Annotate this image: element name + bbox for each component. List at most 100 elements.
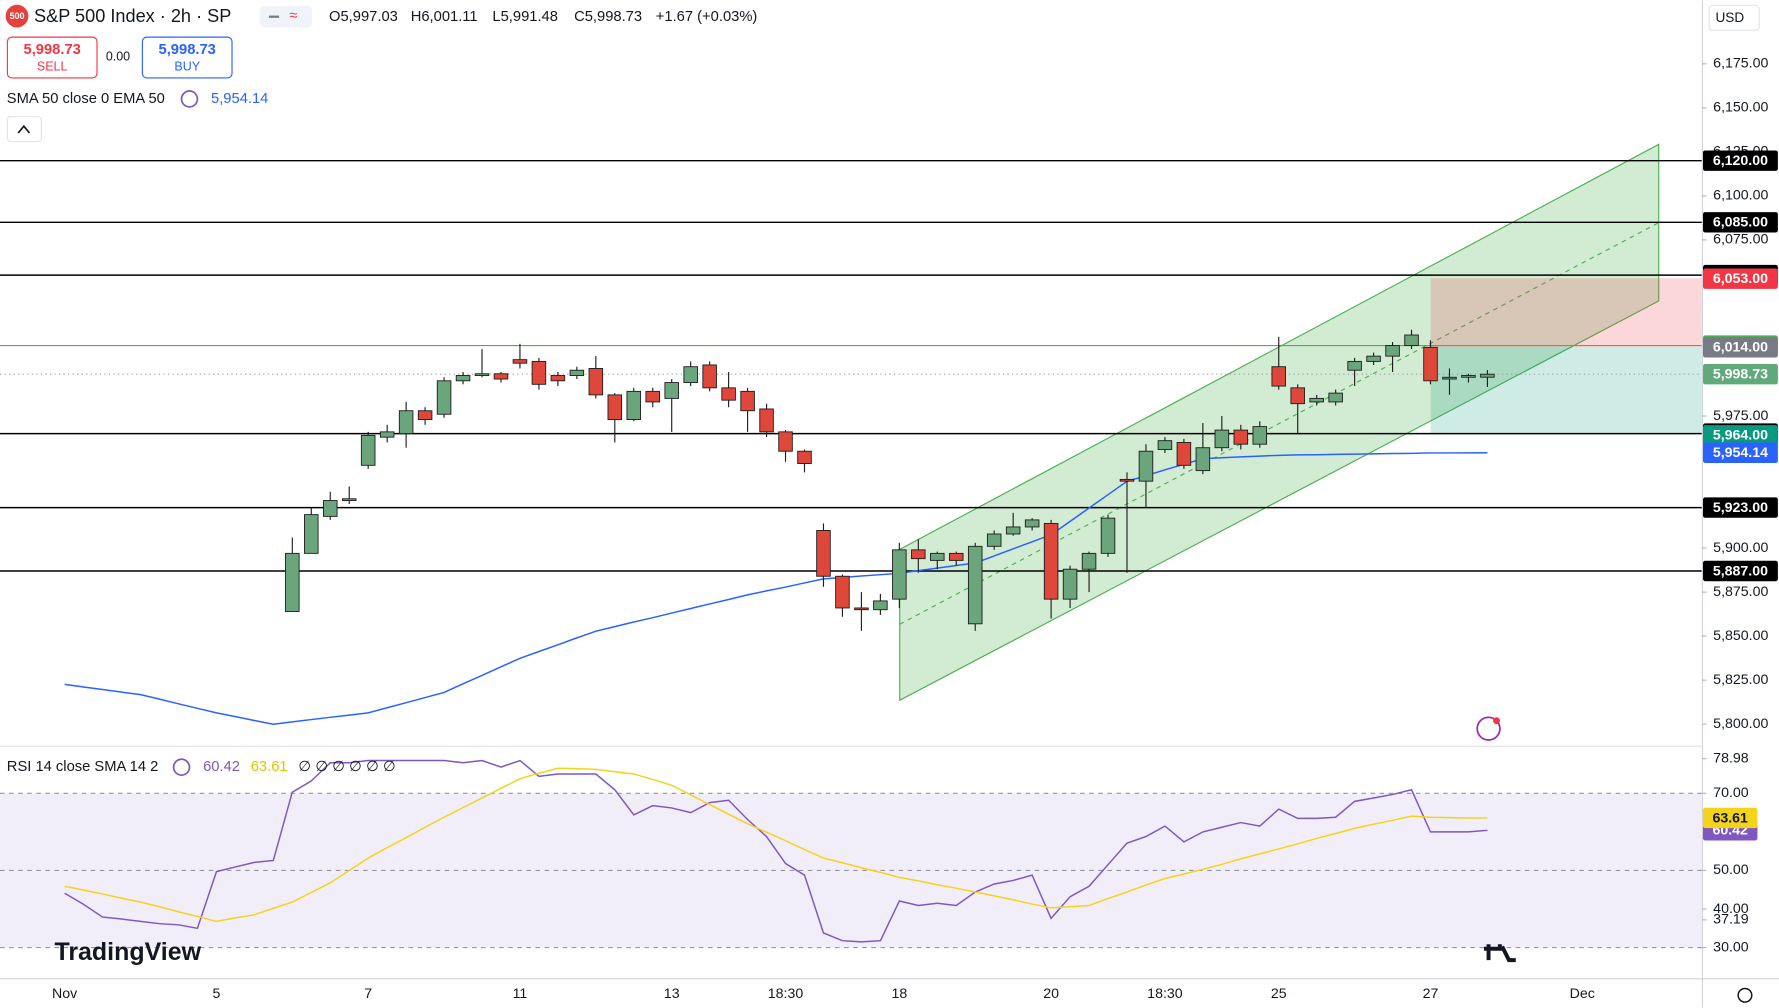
y-tick-label: 5,900.00	[1713, 540, 1768, 556]
rsi-legend[interactable]: RSI 14 close SMA 14 2	[7, 759, 159, 775]
target-zone	[1430, 347, 1702, 434]
sell-price: 5,998.73	[24, 42, 81, 58]
price-label: 5,954.14	[1713, 445, 1768, 461]
sell-button[interactable]	[6, 36, 98, 79]
candle-body	[1214, 429, 1230, 449]
candle-body	[285, 552, 300, 612]
candle-body	[892, 549, 907, 600]
y-tick-label: 30.00	[1713, 939, 1749, 955]
price-label: 6,014.00	[1713, 340, 1768, 356]
price-label: 5,923.00	[1713, 500, 1768, 516]
x-tick-label: 5	[212, 986, 220, 1002]
candle-body	[664, 382, 679, 399]
price-label-box	[1702, 497, 1778, 518]
status-pill[interactable]	[259, 5, 313, 28]
candle-body	[1233, 429, 1249, 445]
x-tick-label: 7	[364, 986, 372, 1002]
candle-body	[911, 549, 926, 560]
candle-body	[417, 410, 433, 420]
logo-text: 500	[9, 11, 24, 21]
candle-body	[721, 387, 736, 401]
price-label: 5,998.73	[1713, 367, 1768, 383]
price-label: 6,053.00	[1713, 271, 1768, 287]
currency-button[interactable]	[1708, 4, 1760, 31]
value-label: 63.61	[1712, 810, 1748, 826]
candle-body	[1404, 334, 1419, 347]
settings-icon[interactable]	[1737, 987, 1753, 1003]
candle-body	[1328, 392, 1343, 403]
symbol-logo	[5, 4, 29, 28]
ohlc-change: +1.67 (+0.03%)	[656, 9, 758, 25]
indicator-legend[interactable]: SMA 50 close 0 EMA 50	[7, 91, 165, 107]
indicator-value: 5,954.14	[211, 91, 268, 107]
x-tick-label: 27	[1423, 986, 1439, 1002]
series-line	[64, 451, 1488, 725]
price-label-box	[1702, 337, 1778, 358]
candle-body	[569, 369, 585, 376]
collapse-icon	[17, 124, 31, 134]
candle-body	[1461, 375, 1476, 378]
candle-body	[379, 431, 395, 438]
candle-body	[1347, 360, 1362, 371]
candle-body	[1271, 366, 1287, 387]
price-label-box	[1702, 442, 1778, 463]
ohlc-open: O5,997.03	[329, 9, 398, 25]
candle-body	[873, 600, 888, 611]
main-pane	[0, 159, 1702, 725]
symbol-title[interactable]: S&P 500 Index · 2h · SP	[34, 6, 231, 26]
candle-body	[1442, 376, 1457, 380]
price-label: 5,887.00	[1713, 563, 1768, 579]
alert-icon[interactable]	[1476, 716, 1501, 741]
candle-body	[1119, 478, 1135, 482]
rsi-value: 60.42	[203, 759, 240, 775]
ohlc-high: H6,001.11	[411, 9, 478, 25]
buy-price: 5,998.73	[159, 42, 216, 58]
stop-zone	[1430, 278, 1702, 348]
candle-body	[835, 575, 850, 609]
x-tick-label: 11	[513, 986, 528, 1002]
series-line	[64, 767, 1488, 923]
buy-button[interactable]	[141, 36, 233, 79]
price-label-box	[1702, 425, 1778, 446]
price-label-box	[1702, 560, 1778, 582]
candle-body	[1043, 522, 1059, 600]
candle-body	[1290, 387, 1305, 405]
collapse-button[interactable]	[6, 115, 42, 143]
candle-body	[1176, 441, 1192, 466]
candle-body	[702, 364, 717, 389]
buy-label: BUY	[174, 59, 200, 73]
y-tick-label: 5,975.00	[1713, 408, 1768, 424]
candle-body	[1423, 346, 1438, 382]
candle-body	[512, 359, 528, 364]
drawings	[899, 143, 1702, 702]
x-tick-label: 25	[1271, 986, 1287, 1002]
status-icon: ≈	[289, 8, 297, 24]
candle-body	[607, 394, 623, 420]
axes: 6,175.006,150.006,125.006,100.006,075.00…	[52, 56, 1778, 1002]
candle-body	[1024, 519, 1040, 528]
sell-label: SELL	[37, 59, 68, 73]
price-label-box	[1702, 212, 1778, 233]
price-label: 6,085.00	[1713, 215, 1768, 231]
x-tick-label: Dec	[1570, 986, 1595, 1002]
y-tick-label: 5,875.00	[1713, 584, 1768, 600]
candle-body	[1138, 450, 1154, 482]
candle-body	[1100, 517, 1116, 554]
candle-body	[436, 380, 452, 415]
rsi-pane	[0, 759, 1702, 949]
price-label: 6,120.00	[1713, 153, 1768, 169]
x-tick-label: 18:30	[768, 986, 804, 1002]
loading-icon	[180, 90, 199, 108]
candle-body	[588, 368, 604, 396]
rsi-extra: ∅ ∅ ∅ ∅ ∅ ∅	[298, 759, 395, 775]
candle-body	[1480, 373, 1495, 378]
candle-body	[304, 514, 319, 554]
candle-body	[1366, 355, 1381, 362]
y-tick-label: 6,175.00	[1713, 56, 1768, 72]
candle-body	[550, 375, 566, 382]
y-extreme-label: 37.19	[1713, 912, 1749, 928]
candle-body	[816, 530, 831, 577]
x-tick-label: 18	[891, 986, 907, 1002]
loading-icon	[172, 758, 191, 777]
